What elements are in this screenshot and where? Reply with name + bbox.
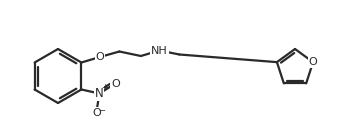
Text: +: + [101, 83, 108, 92]
Text: N: N [95, 87, 104, 100]
Text: −: − [98, 106, 105, 115]
Text: O: O [111, 78, 120, 89]
Text: NH: NH [151, 46, 168, 55]
Text: O: O [92, 107, 101, 118]
Text: O: O [309, 57, 317, 67]
Text: O: O [96, 52, 104, 62]
